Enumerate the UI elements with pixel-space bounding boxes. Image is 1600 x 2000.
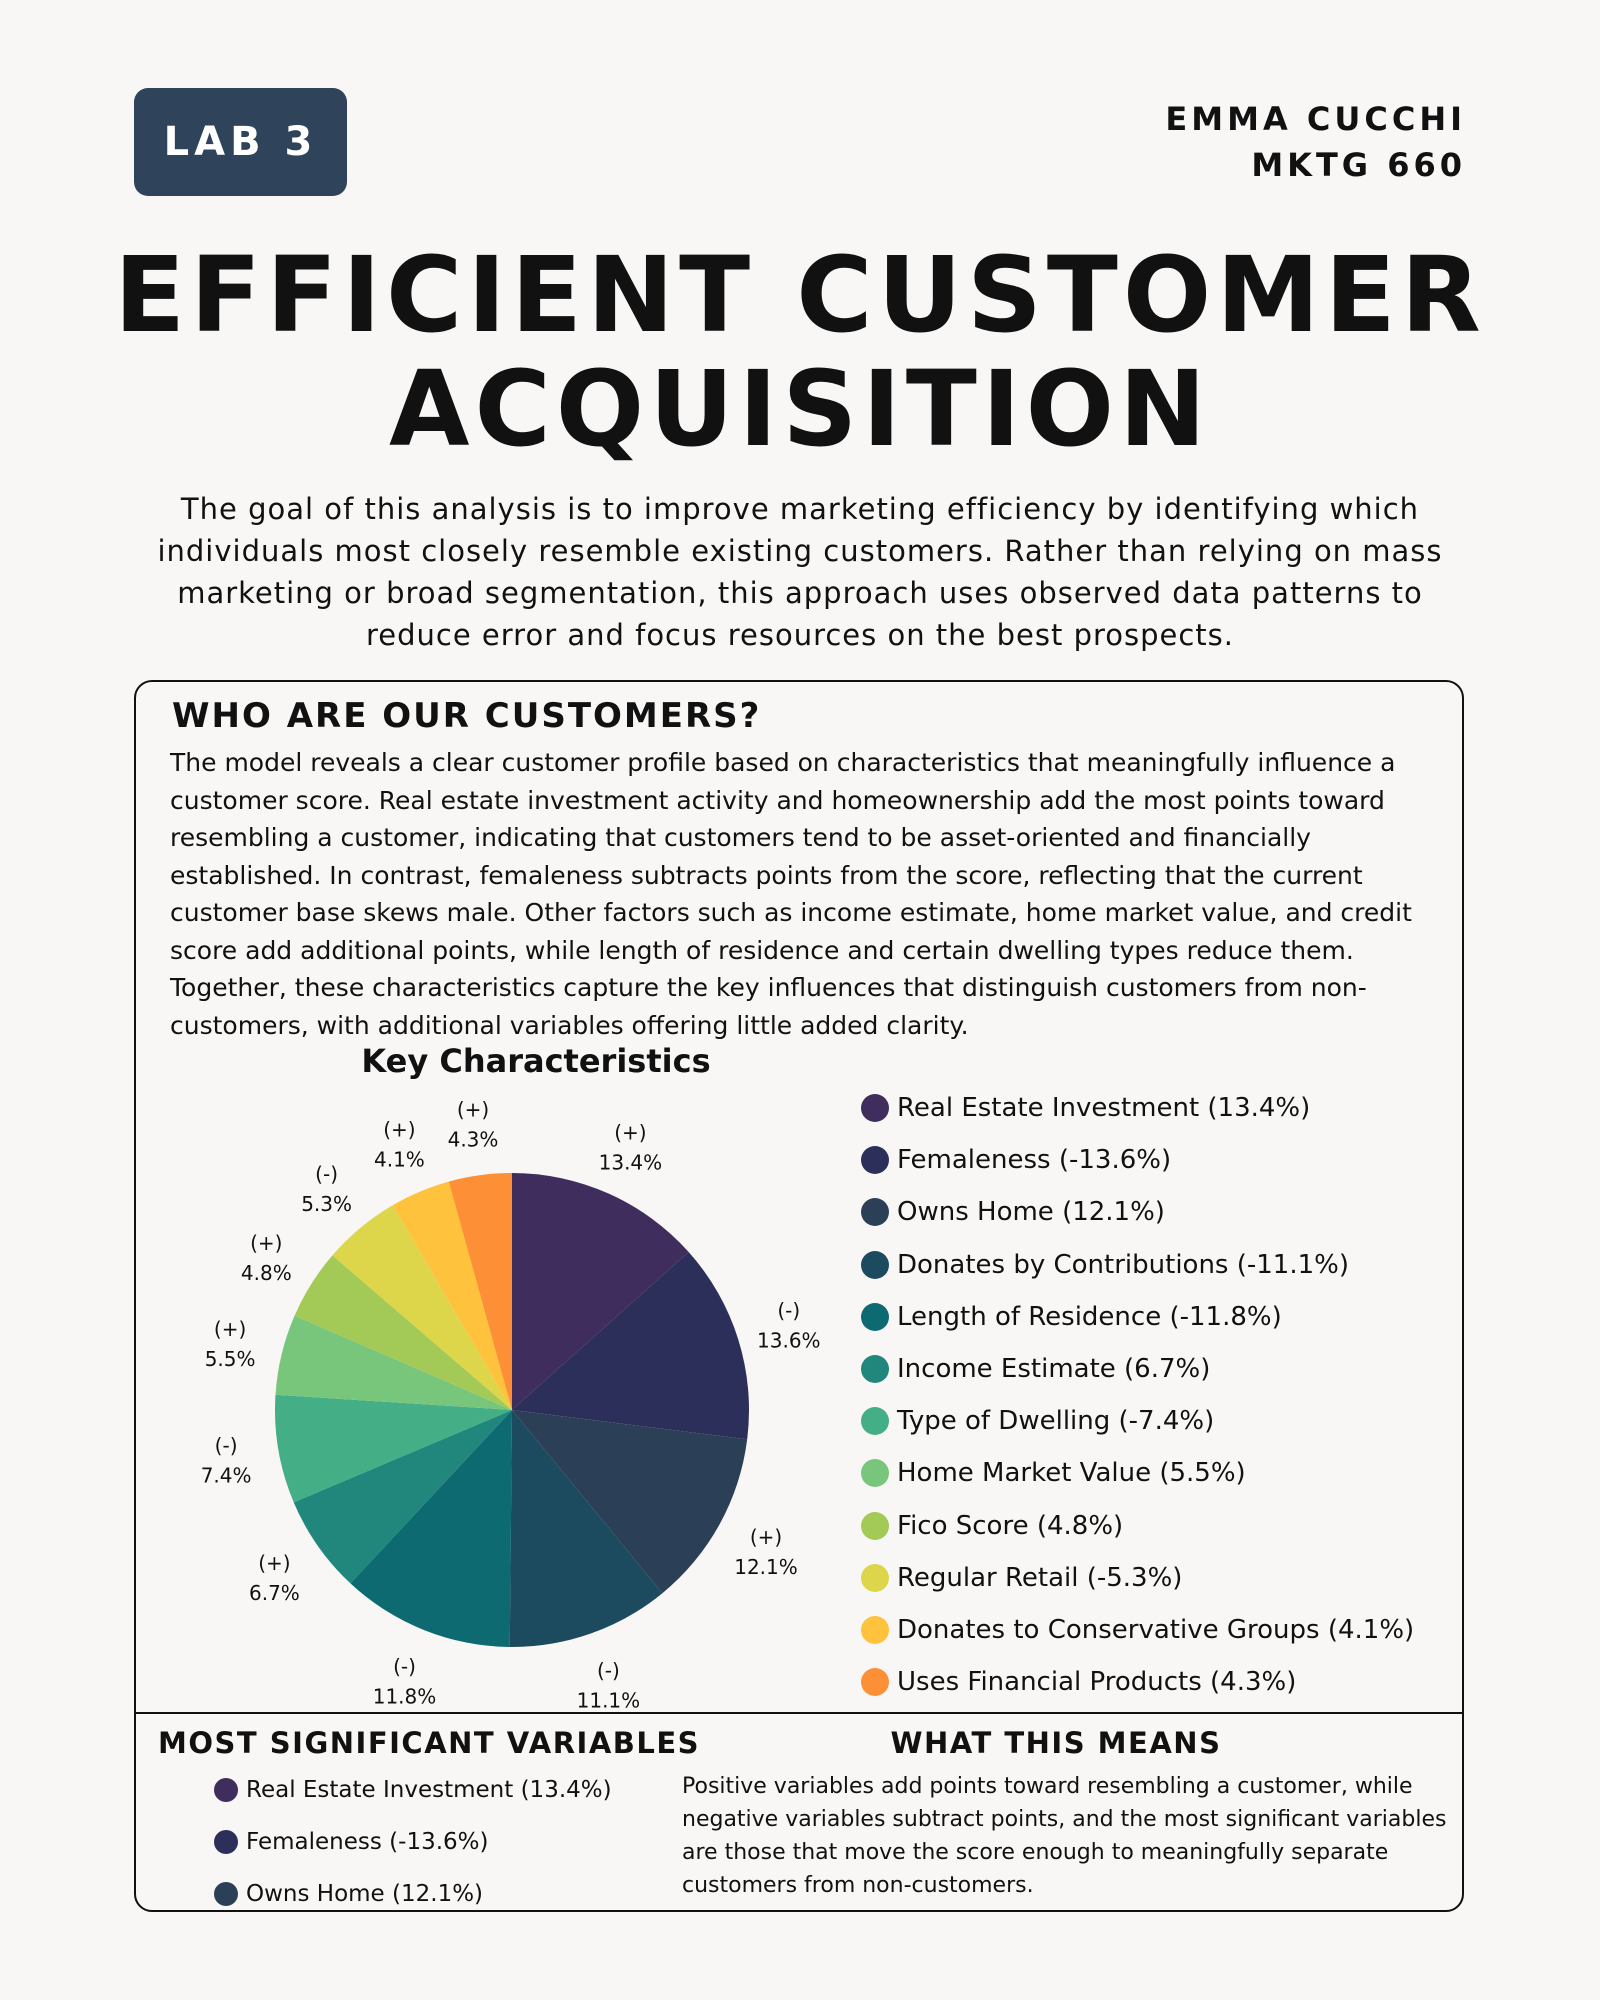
intro-paragraph: The goal of this analysis is to improve … xyxy=(150,488,1450,656)
slice-value-label: 5.3% xyxy=(301,1192,352,1216)
significant-item: Femaleness (-13.6%) xyxy=(214,1816,612,1868)
slice-value-label: 5.5% xyxy=(205,1347,256,1371)
legend-label: Femaleness (-13.6%) xyxy=(897,1145,1171,1175)
lab-badge-label: LAB 3 xyxy=(164,119,318,165)
page-title-line-1: EFFICIENT CUSTOMER xyxy=(0,238,1600,352)
slice-value-label: 11.1% xyxy=(577,1689,641,1713)
legend-label: Income Estimate (6.7%) xyxy=(897,1354,1210,1384)
slice-value-label: 11.8% xyxy=(373,1684,437,1708)
legend-swatch xyxy=(861,1355,889,1383)
legend-label: Real Estate Investment (13.4%) xyxy=(897,1093,1310,1123)
legend-swatch xyxy=(861,1616,889,1644)
chart-legend: Real Estate Investment (13.4%) Femaleness… xyxy=(861,1082,1441,1708)
slice-value-label: 4.8% xyxy=(241,1261,292,1285)
means-heading: WHAT THIS MEANS xyxy=(806,1726,1306,1760)
legend-label: Owns Home (12.1%) xyxy=(897,1197,1165,1227)
legend-swatch xyxy=(861,1198,889,1226)
legend-item: Income Estimate (6.7%) xyxy=(861,1343,1441,1395)
legend-swatch xyxy=(861,1251,889,1279)
slice-sign-label: (+) xyxy=(383,1118,415,1142)
legend-swatch xyxy=(861,1512,889,1540)
significant-label: Owns Home (12.1%) xyxy=(246,1881,483,1907)
page-title: EFFICIENT CUSTOMER ACQUISITION xyxy=(0,238,1600,466)
legend-label: Type of Dwelling (-7.4%) xyxy=(897,1406,1214,1436)
course-code: MKTG 660 xyxy=(1165,142,1466,188)
slice-sign-label: (+) xyxy=(750,1525,782,1549)
author-name: EMMA CUCCHI xyxy=(1165,96,1466,142)
legend-item: Uses Financial Products (4.3%) xyxy=(861,1656,1441,1708)
significant-item: Real Estate Investment (13.4%) xyxy=(214,1764,612,1816)
legend-item: Fico Score (4.8%) xyxy=(861,1500,1441,1552)
legend-item: Regular Retail (-5.3%) xyxy=(861,1552,1441,1604)
lab-badge: LAB 3 xyxy=(134,88,347,196)
slice-value-label: 13.4% xyxy=(599,1150,663,1174)
significant-swatch xyxy=(214,1882,238,1906)
legend-item: Length of Residence (-11.8%) xyxy=(861,1291,1441,1343)
legend-label: Regular Retail (-5.3%) xyxy=(897,1563,1182,1593)
author-block: EMMA CUCCHI MKTG 660 xyxy=(1165,96,1466,188)
card-divider xyxy=(136,1712,1462,1714)
slice-value-label: 7.4% xyxy=(201,1464,252,1488)
slice-sign-label: (+) xyxy=(214,1317,246,1341)
slice-sign-label: (-) xyxy=(777,1299,800,1323)
legend-label: Donates to Conservative Groups (4.1%) xyxy=(897,1615,1414,1645)
slice-value-label: 6.7% xyxy=(249,1581,300,1605)
significant-list: Real Estate Investment (13.4%) Femaleness… xyxy=(214,1764,612,1920)
legend-item: Femaleness (-13.6%) xyxy=(861,1134,1441,1186)
legend-item: Donates by Contributions (-11.1%) xyxy=(861,1239,1441,1291)
legend-item: Real Estate Investment (13.4%) xyxy=(861,1082,1441,1134)
significant-swatch xyxy=(214,1830,238,1854)
legend-swatch xyxy=(861,1094,889,1122)
slice-value-label: 4.1% xyxy=(374,1148,425,1172)
legend-label: Fico Score (4.8%) xyxy=(897,1511,1123,1541)
slice-sign-label: (-) xyxy=(215,1434,238,1458)
legend-item: Owns Home (12.1%) xyxy=(861,1186,1441,1238)
legend-label: Length of Residence (-11.8%) xyxy=(897,1302,1282,1332)
slice-sign-label: (-) xyxy=(393,1654,416,1678)
legend-swatch xyxy=(861,1564,889,1592)
slice-value-label: 4.3% xyxy=(448,1128,499,1152)
legend-label: Uses Financial Products (4.3%) xyxy=(897,1667,1296,1697)
means-body: Positive variables add points toward res… xyxy=(682,1770,1452,1902)
slice-sign-label: (+) xyxy=(614,1120,646,1144)
legend-swatch xyxy=(861,1303,889,1331)
legend-swatch xyxy=(861,1459,889,1487)
legend-swatch xyxy=(861,1146,889,1174)
slice-sign-label: (-) xyxy=(597,1659,620,1683)
slice-sign-label: (+) xyxy=(258,1551,290,1575)
significant-label: Femaleness (-13.6%) xyxy=(246,1829,488,1855)
slice-sign-label: (+) xyxy=(250,1231,282,1255)
significant-label: Real Estate Investment (13.4%) xyxy=(246,1777,612,1803)
significant-heading: MOST SIGNIFICANT VARIABLES xyxy=(158,1726,700,1760)
slice-sign-label: (-) xyxy=(315,1162,338,1186)
slice-value-label: 13.6% xyxy=(757,1329,821,1353)
legend-item: Type of Dwelling (-7.4%) xyxy=(861,1395,1441,1447)
slice-value-label: 12.1% xyxy=(734,1555,798,1579)
content-card: WHO ARE OUR CUSTOMERS? The model reveals… xyxy=(134,680,1464,1912)
legend-swatch xyxy=(861,1407,889,1435)
significant-swatch xyxy=(214,1778,238,1802)
legend-label: Home Market Value (5.5%) xyxy=(897,1458,1246,1488)
page-title-line-2: ACQUISITION xyxy=(0,352,1600,466)
legend-item: Home Market Value (5.5%) xyxy=(861,1447,1441,1499)
legend-item: Donates to Conservative Groups (4.1%) xyxy=(861,1604,1441,1656)
legend-label: Donates by Contributions (-11.1%) xyxy=(897,1250,1349,1280)
significant-item: Owns Home (12.1%) xyxy=(214,1868,612,1920)
slice-sign-label: (+) xyxy=(457,1098,489,1122)
legend-swatch xyxy=(861,1668,889,1696)
